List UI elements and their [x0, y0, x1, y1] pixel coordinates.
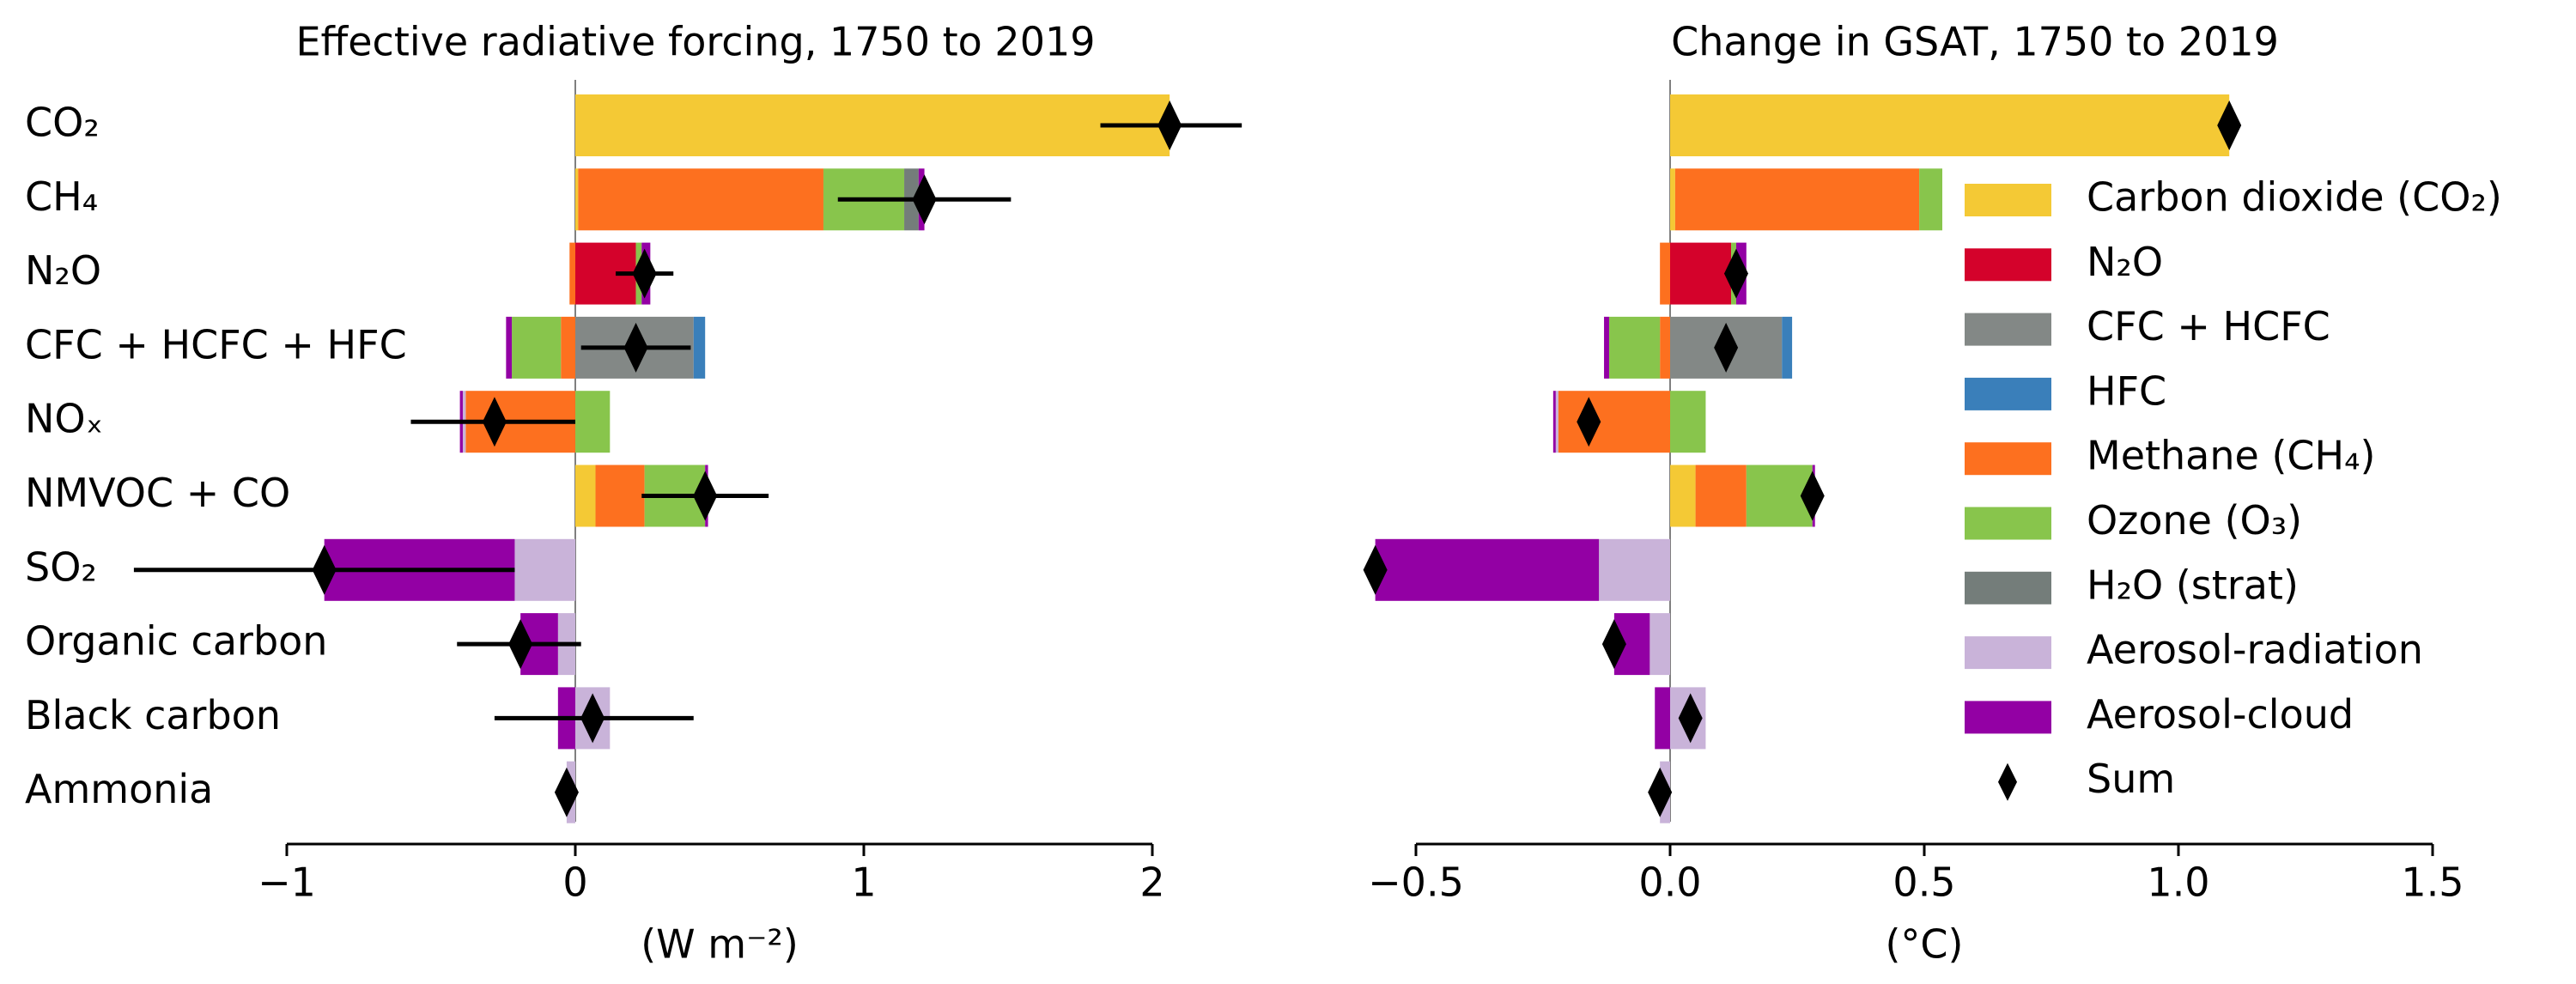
bar-segment: [1558, 391, 1670, 453]
bar-segment: [578, 168, 823, 231]
legend-label: Sum: [2087, 756, 2175, 802]
bar-segment: [1670, 242, 1732, 305]
category-label: Organic carbon: [25, 618, 327, 665]
legend: Carbon dioxide (CO₂) N₂O CFC + HCFC HFC Meth…: [1942, 161, 2569, 816]
x-tick-label: 2: [1139, 859, 1164, 906]
legend-swatch: [1965, 636, 2051, 670]
bar-segment: [1599, 538, 1670, 601]
bar-segment: [1670, 94, 2230, 156]
bar-segment: [1782, 316, 1793, 379]
bar-segment: [512, 316, 562, 379]
bar-segment: [1660, 316, 1670, 379]
chart-title: Change in GSAT, 1750 to 2019: [1671, 19, 2279, 65]
x-axis-label: (°C): [1885, 921, 1963, 968]
bar-segment: [1674, 168, 1920, 231]
legend-label: Aerosol-cloud: [2087, 691, 2354, 738]
legend-swatch: [1965, 377, 2051, 410]
sum-marker: [312, 544, 337, 595]
bar-segment: [575, 94, 1170, 156]
x-tick-label: 1.5: [2401, 859, 2464, 906]
sum-marker: [2217, 100, 2242, 150]
bar-segment: [1375, 538, 1600, 601]
category-label: Black carbon: [25, 692, 281, 738]
bar-segment: [575, 168, 579, 231]
category-label: CH₄: [25, 173, 98, 220]
sum-marker: [1678, 693, 1703, 744]
chart-title: Effective radiative forcing, 1750 to 201…: [295, 19, 1095, 65]
bar-segment: [1670, 168, 1675, 231]
bar-segment: [595, 465, 645, 527]
sum-marker: [1577, 397, 1601, 447]
sum-marker: [1723, 248, 1748, 299]
x-tick-label: 1.0: [2147, 859, 2209, 906]
x-tick-label: 1: [851, 859, 876, 906]
category-label: NMVOC + CO: [25, 470, 290, 516]
legend-label: CFC + HCFC: [2087, 303, 2330, 349]
legend-label: Methane (CH₄): [2087, 433, 2376, 479]
sum-marker: [482, 397, 507, 447]
category-label: N₂O: [25, 247, 101, 294]
legend-label: Carbon dioxide (CO₂): [2087, 174, 2502, 221]
x-tick-label: 0.0: [1638, 859, 1701, 906]
x-tick-label: −0.5: [1368, 859, 1464, 906]
bar-segment: [1655, 687, 1670, 750]
sum-marker: [623, 322, 648, 373]
sum-marker: [912, 174, 937, 225]
bar-segment: [1649, 613, 1670, 676]
bar-segment: [569, 242, 575, 305]
legend-swatch: [1965, 313, 2051, 346]
bar-segment: [1552, 391, 1556, 453]
legend-swatch: [1965, 571, 2051, 604]
sum-marker: [554, 767, 579, 817]
legend-swatch: [1965, 442, 2051, 476]
sum-marker: [632, 248, 657, 299]
legend-label: Ozone (O₃): [2087, 497, 2302, 544]
bar-segment: [1670, 391, 1706, 453]
bar-segment: [1660, 242, 1670, 305]
sum-marker: [1157, 100, 1182, 150]
category-label: NOₓ: [25, 396, 103, 442]
bar-segment: [575, 465, 596, 527]
category-label: CO₂: [25, 100, 100, 146]
legend-swatch: [1965, 701, 2051, 734]
category-label: Ammonia: [25, 766, 213, 812]
bar-segment: [1695, 465, 1747, 527]
category-label: CFC + HCFC + HFC: [25, 321, 407, 367]
legend-swatch: [1965, 184, 2051, 216]
category-label: SO₂: [25, 544, 97, 590]
bar-segment: [514, 538, 575, 601]
sum-marker: [1648, 767, 1673, 817]
sum-marker: [693, 471, 718, 521]
legend-label: N₂O: [2087, 239, 2163, 285]
sum-marker: [580, 693, 605, 744]
x-tick-label: 0.5: [1893, 859, 1955, 906]
sum-marker: [1714, 322, 1739, 373]
bar-segment: [1608, 316, 1661, 379]
x-axis-label: (W m⁻²): [641, 921, 799, 968]
x-tick-label: −1: [258, 859, 316, 906]
bar-segment: [575, 391, 611, 453]
legend-label: H₂O (strat): [2087, 562, 2299, 608]
sum-marker: [1363, 544, 1388, 595]
sum-marker: [1601, 619, 1626, 670]
bar-segment: [1604, 316, 1609, 379]
sum-marker: [1800, 471, 1825, 521]
bar-segment: [506, 316, 513, 379]
sum-marker: [508, 619, 533, 670]
x-tick-label: 0: [562, 859, 587, 906]
legend-swatch: [1965, 248, 2051, 282]
legend-label: Aerosol-radiation: [2087, 627, 2423, 673]
bar-segment: [561, 316, 575, 379]
bar-segment: [693, 316, 706, 379]
legend-sum-marker: [1998, 762, 2017, 801]
legend-label: HFC: [2087, 367, 2166, 414]
bar-segment: [1555, 391, 1558, 453]
bar-segment: [1670, 465, 1696, 527]
legend-swatch: [1965, 507, 2051, 540]
